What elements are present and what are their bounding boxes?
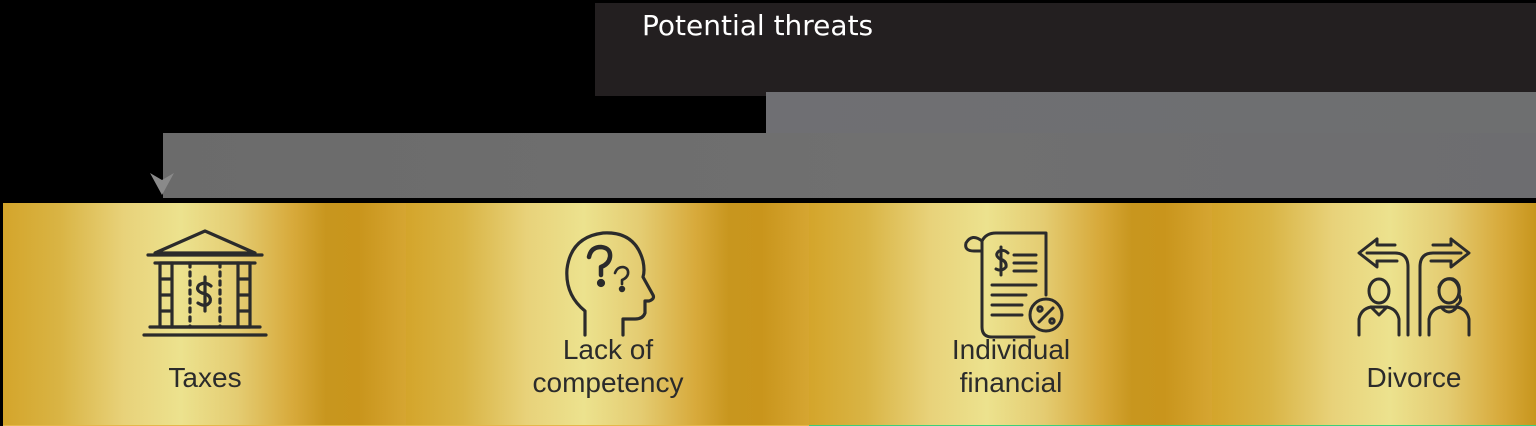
head-question-icon: [565, 231, 656, 337]
threat-label: Divorce: [1366, 362, 1462, 393]
threat-label: competency: [532, 367, 684, 398]
threat-label: financial: [959, 367, 1063, 398]
threat-label: Lack of: [562, 334, 654, 365]
connector-stem: [766, 92, 1536, 134]
connector-bar: [163, 133, 1536, 198]
diagram-title: Potential threats: [642, 9, 874, 42]
threat-card-individual-financial: Individual financial: [809, 203, 1213, 426]
title-box: [595, 3, 1536, 96]
threat-card-divorce: Divorce: [1212, 203, 1536, 426]
threat-label: Taxes: [168, 362, 242, 393]
bank-dollar-icon: [142, 229, 268, 337]
arrow-down-icon: [150, 173, 174, 195]
threat-card-lack-of-competency: Lack of competency: [406, 203, 810, 426]
split-arrows-couple-icon: [1357, 237, 1471, 337]
threat-card-taxes: Taxes: [3, 203, 407, 426]
threat-label: Individual: [951, 334, 1071, 365]
invoice-percent-icon: [964, 231, 1064, 339]
